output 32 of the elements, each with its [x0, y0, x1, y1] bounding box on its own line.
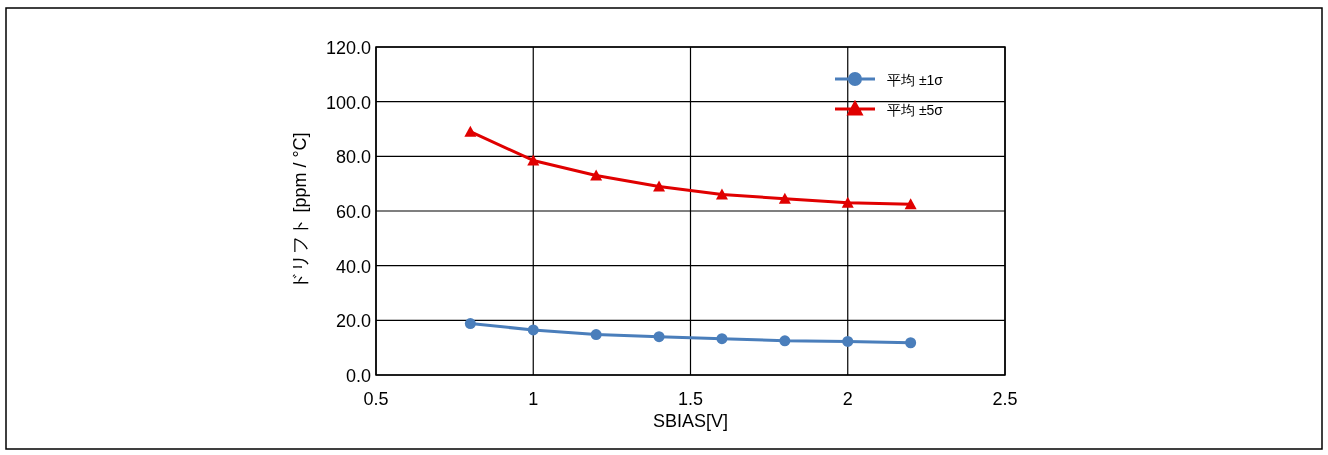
point	[779, 335, 791, 347]
point	[904, 198, 917, 210]
point	[841, 196, 854, 208]
point	[527, 154, 540, 166]
y-tick-label: 40.0	[335, 256, 371, 277]
point	[905, 337, 917, 349]
x-tick-label: 0.5	[363, 389, 389, 409]
point	[842, 335, 854, 347]
point	[778, 192, 791, 204]
x-tick-label: 2.5	[992, 389, 1018, 409]
point	[527, 324, 539, 336]
point	[715, 188, 728, 200]
x-tick-label: 2	[842, 389, 853, 409]
x-tick-label: 1	[528, 389, 539, 409]
y-axis-title: ドリフト [ppm / °C]	[290, 132, 310, 290]
y-tick-label: 60.0	[335, 202, 371, 222]
y-tick-label: 120.0	[325, 38, 371, 58]
point	[590, 169, 603, 181]
point	[464, 318, 476, 330]
point	[653, 331, 665, 343]
x-axis-title: SBIAS[V]	[652, 411, 729, 431]
point	[716, 333, 728, 345]
y-tick-label: 0.0	[345, 366, 371, 386]
legend-label: 平均 ±1σ	[887, 72, 944, 88]
legend-label: 平均 ±5σ	[887, 102, 944, 118]
point	[653, 180, 666, 192]
point	[464, 125, 477, 137]
point	[590, 329, 602, 341]
y-tick-label: 100.0	[325, 92, 371, 113]
y-tick-label: 80.0	[335, 147, 371, 168]
x-tick-label: 1.5	[677, 389, 704, 409]
y-tick-label: 20.0	[335, 311, 371, 332]
